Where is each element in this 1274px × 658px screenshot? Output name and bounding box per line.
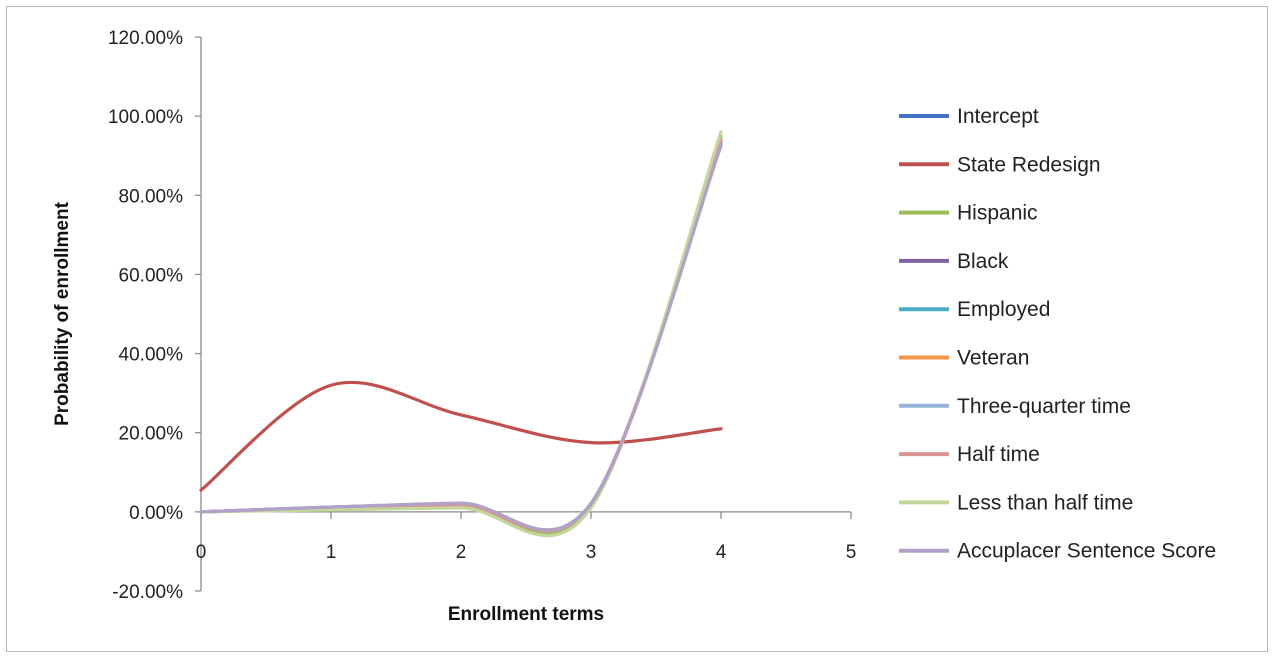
series-line-veteran	[199, 138, 723, 533]
x-tick-label: 2	[456, 542, 467, 563]
x-tick-label: 1	[326, 542, 337, 563]
legend-item-hispanic: Hispanic	[899, 202, 1038, 225]
y-tick-label: -20.00%	[112, 582, 183, 603]
series-line-less-than-half-time	[199, 130, 723, 538]
legend-label: Half time	[957, 443, 1040, 466]
axes: -20.00% 0.00% 20.00% 40.00% 60.00% 80.00% 100.…	[108, 28, 856, 603]
legend-label: Intercept	[957, 105, 1039, 128]
y-tick-label: 0.00%	[129, 503, 183, 524]
legend-label: Accuplacer Sentence Score	[957, 540, 1216, 563]
y-tick-label: 80.00%	[119, 186, 184, 207]
series-line-three-quarter-time	[199, 142, 723, 532]
y-tick-label: 100.00%	[108, 107, 183, 128]
series-line-half-time	[199, 138, 723, 533]
legend-label: Black	[957, 250, 1009, 273]
legend-item-accuplacer-sentence-score: Accuplacer Sentence Score	[899, 540, 1216, 563]
y-tick-label: 120.00%	[108, 28, 183, 49]
x-tick-label: 0	[196, 542, 207, 563]
legend-label: Less than half time	[957, 491, 1133, 514]
y-tick-label: 40.00%	[119, 345, 184, 366]
x-axis-title: Enrollment terms	[448, 604, 604, 625]
x-tick-label: 5	[846, 542, 857, 563]
legend-item-less-than-half-time: Less than half time	[899, 491, 1133, 514]
legend-label: Employed	[957, 298, 1050, 321]
chart-frame	[6, 6, 1268, 652]
series-line-state-redesign	[199, 380, 723, 492]
series-layer	[199, 130, 723, 538]
y-axis-title: Probability of enrollment	[52, 201, 73, 425]
x-tick-label: 3	[586, 542, 597, 563]
legend: Intercept State Redesign Hispanic Black Empl…	[899, 105, 1216, 563]
series-line-intercept	[199, 142, 723, 532]
legend-label: Veteran	[957, 347, 1029, 370]
legend-item-state-redesign: State Redesign	[899, 153, 1101, 176]
legend-item-half-time: Half time	[899, 443, 1040, 466]
series-line-black	[199, 142, 723, 532]
y-tick-label: 20.00%	[119, 424, 184, 445]
legend-item-black: Black	[899, 250, 1009, 273]
legend-item-intercept: Intercept	[899, 105, 1039, 128]
x-tick-label: 4	[716, 542, 727, 563]
legend-label: State Redesign	[957, 153, 1101, 176]
series-line-employed	[199, 140, 723, 533]
legend-item-three-quarter-time: Three-quarter time	[899, 395, 1131, 418]
y-tick-label: 60.00%	[119, 265, 184, 286]
series-line-hispanic	[199, 134, 723, 535]
legend-item-veteran: Veteran	[899, 347, 1029, 370]
legend-item-employed: Employed	[899, 298, 1050, 321]
legend-label: Hispanic	[957, 202, 1038, 225]
series-line-accuplacer-sentence-score	[199, 144, 723, 532]
legend-label: Three-quarter time	[957, 395, 1131, 418]
